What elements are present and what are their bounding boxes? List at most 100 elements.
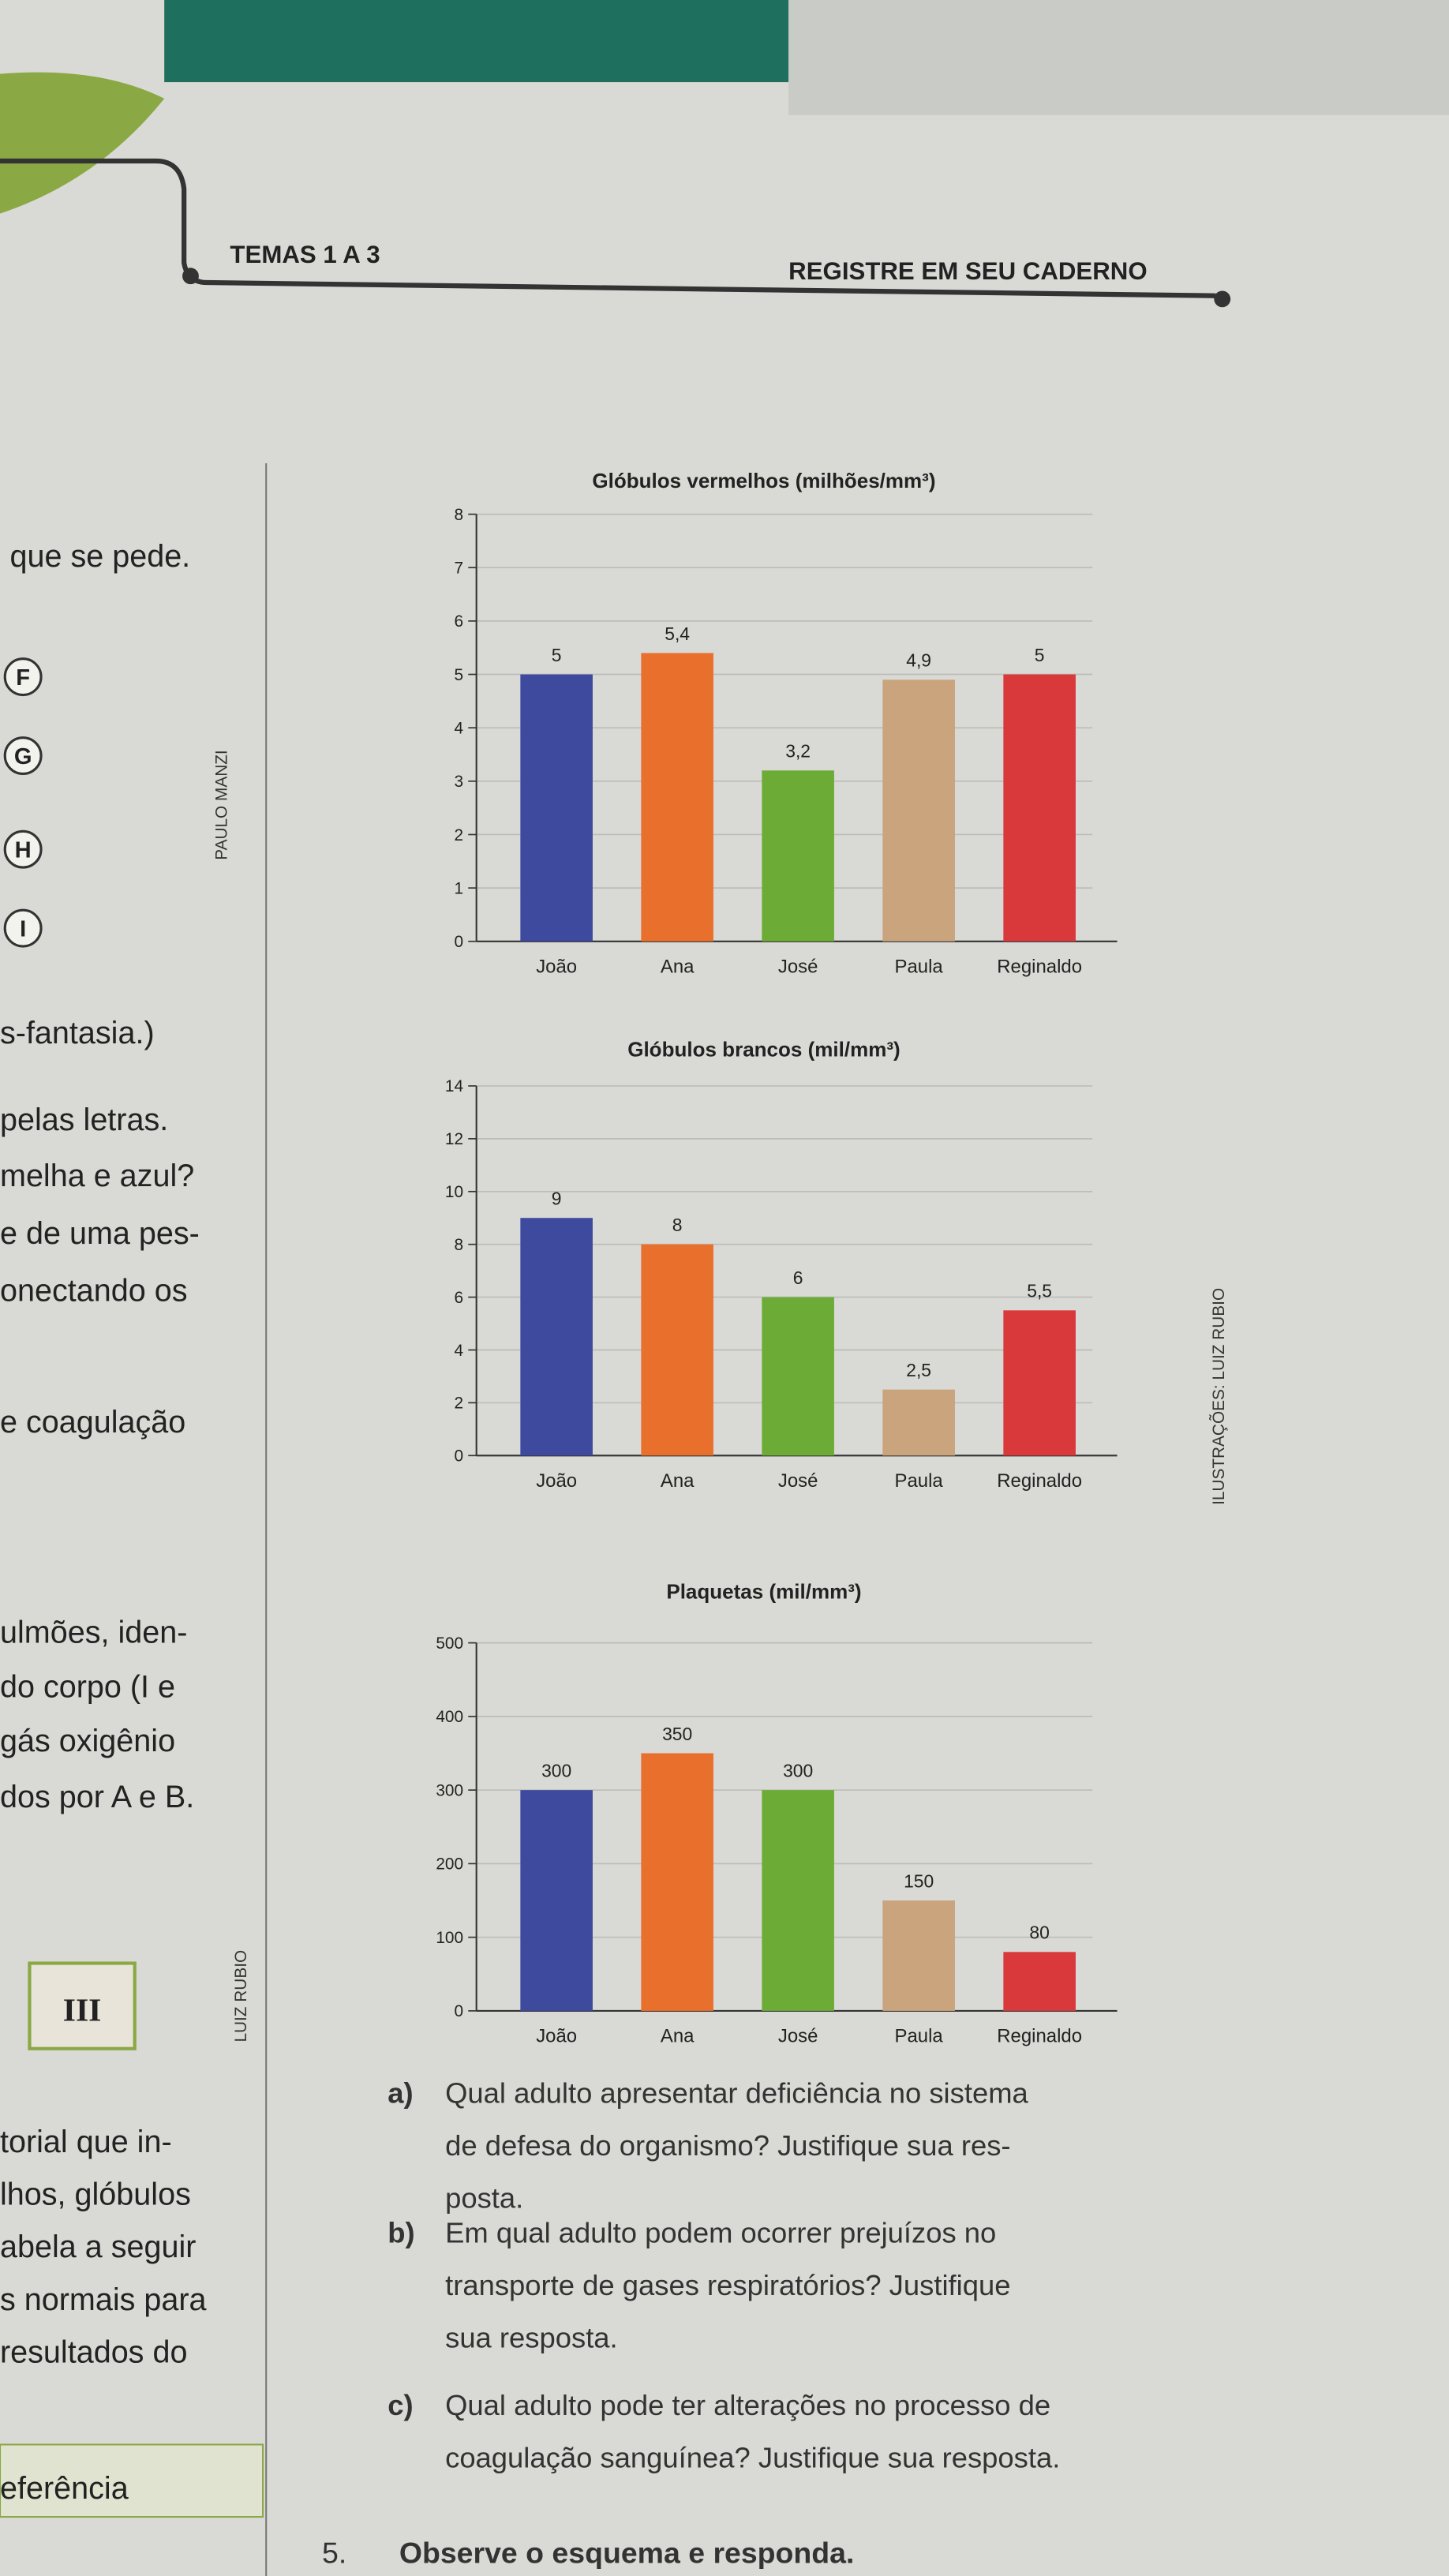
side-letter: I [20,917,26,942]
x-tick-label: Reginaldo [997,2025,1082,2046]
bar [1003,1952,1076,2011]
x-tick-label: Reginaldo [997,1470,1082,1492]
question-line: de defesa do organismo? Justifique sua r… [445,2129,1010,2162]
left-text: s normais para [0,2282,207,2317]
y-tick-label: 1 [454,879,463,897]
background-strip [164,0,789,83]
bar [520,1790,593,2011]
bar [762,1297,834,1456]
side-letter: F [16,665,30,691]
left-text: lhos, glóbulos [0,2177,191,2212]
bar [1003,1310,1076,1456]
bar [641,1753,713,2011]
value-label: 6 [793,1267,803,1288]
bar [882,1389,955,1456]
y-tick-label: 0 [454,2002,463,2020]
label-box [28,1961,137,2050]
chart-title: Glóbulos brancos (mil/mm³) [627,1037,900,1061]
value-label: 5 [1035,645,1045,665]
x-tick-label: João [536,1470,577,1492]
header-right: REGISTRE EM SEU CADERNO [788,257,1147,285]
y-tick-label: 200 [436,1855,463,1874]
y-tick-label: 14 [445,1077,463,1095]
y-tick-label: 300 [436,1781,463,1799]
value-label: 5 [552,645,562,665]
question-line: coagulação sanguínea? Justifique sua res… [445,2442,1060,2474]
x-tick-label: José [778,956,818,977]
question-line: Qual adulto pode ter alterações no proce… [445,2389,1050,2421]
y-tick-label: 10 [445,1183,463,1201]
question-line: sua resposta. [445,2322,618,2354]
y-tick-label: 6 [454,612,463,631]
y-tick-label: 4 [454,719,463,737]
letter-circle [3,908,43,948]
x-tick-label: Ana [661,956,695,977]
x-tick-label: Paula [895,956,944,977]
question-line: Em qual adulto podem ocorrer prejuízos n… [445,2216,996,2248]
leaf-decoration [0,72,165,214]
y-tick-label: 100 [436,1929,463,1947]
x-tick-label: José [778,2025,818,2046]
left-text: resultados do [0,2334,187,2369]
side-letter: H [15,838,32,863]
left-text: onectando os [0,1274,187,1309]
question-letter: c) [388,2389,413,2421]
exercise-text: Observe o esquema e responda. [399,2536,855,2569]
left-text: gás oxigênio [0,1724,175,1758]
y-tick-label: 8 [454,506,463,524]
dot [182,268,199,285]
letter-circle [3,657,43,697]
dot [1214,290,1231,308]
chart-title: Plaquetas (mil/mm³) [666,1579,861,1603]
question-line: posta. [445,2182,523,2215]
x-tick-label: José [778,1470,818,1492]
value-label: 3,2 [785,741,811,762]
x-tick-label: João [536,956,577,977]
question-letter: a) [388,2076,413,2109]
value-label: 5,4 [665,623,690,644]
value-label: 300 [541,1760,571,1780]
bar [762,1790,834,2011]
x-tick-label: Reginaldo [997,956,1082,977]
left-text: que se pede. [9,539,190,574]
x-tick-label: Ana [661,1470,695,1492]
x-tick-label: Ana [661,2025,695,2046]
value-label: 8 [672,1215,683,1235]
value-label: 5,5 [1027,1281,1052,1301]
chart-title: Glóbulos vermelhos (milhões/mm³) [592,469,935,492]
credit: LUIZ RUBIO [232,1950,250,2042]
exercise-number: 5. [322,2536,346,2569]
value-label: 150 [904,1870,934,1891]
letter-circle [3,829,43,869]
y-tick-label: 8 [454,1236,463,1254]
value-label: 4,9 [906,650,931,671]
y-tick-label: 2 [454,1395,463,1413]
value-label: 2,5 [906,1360,931,1380]
background-wall [788,0,1449,115]
bar [641,653,713,942]
value-label: 9 [552,1189,562,1209]
y-tick-label: 12 [445,1130,463,1148]
y-tick-label: 4 [454,1342,463,1360]
credit: PAULO MANZI [212,750,230,859]
question-line: transporte de gases respiratórios? Justi… [445,2269,1010,2301]
left-text: melha e azul? [0,1159,194,1193]
left-text: eferência [0,2471,129,2506]
question-letter: b) [388,2216,414,2248]
left-text: s-fantasia.) [0,1016,155,1050]
y-tick-label: 0 [454,1447,463,1466]
credit: ILUSTRAÇÕES: LUIZ RUBIO [1209,1288,1228,1505]
bar [520,1218,593,1456]
value-label: 350 [662,1724,692,1744]
left-text: torial que in- [0,2125,172,2159]
bar [882,1900,955,2011]
box-label: III [63,1992,102,2028]
left-text: dos por A e B. [0,1780,194,1814]
y-tick-label: 0 [454,933,463,951]
y-tick-label: 5 [454,666,463,684]
y-tick-label: 500 [436,1634,463,1653]
left-text: e coagulação [0,1405,185,1440]
